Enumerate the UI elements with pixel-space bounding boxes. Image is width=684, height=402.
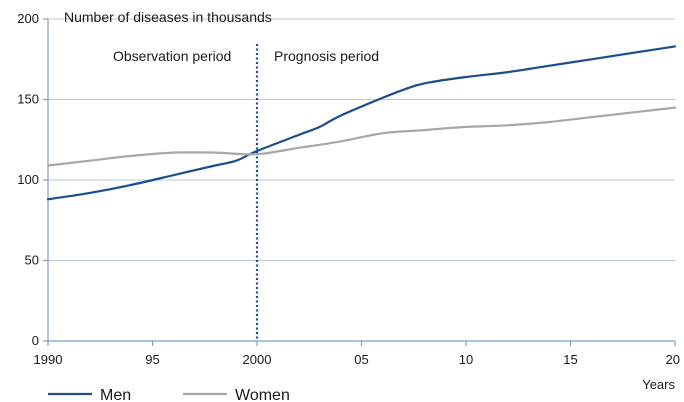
x-tick-label: 10 [459, 352, 473, 367]
series-line-men [46, 45, 677, 201]
axes [43, 18, 676, 346]
series-lines [46, 45, 677, 201]
x-tick-label: 1990 [34, 352, 63, 367]
prognosis-period-label: Prognosis period [274, 48, 379, 64]
y-tick-label: 150 [17, 92, 39, 107]
y-tick-label: 100 [17, 172, 39, 187]
series-line-women [46, 106, 677, 167]
x-tick-labels: 1990 95 2000 05 10 15 20 [34, 352, 680, 367]
x-tick-label: 95 [145, 352, 159, 367]
y-tick-labels: 0 50 100 150 200 [17, 11, 39, 348]
x-tick-label: 15 [563, 352, 577, 367]
observation-period-label: Observation period [113, 48, 231, 64]
chart-title: Number of diseases in thousands [64, 9, 272, 25]
legend-label-men: Men [100, 387, 131, 402]
y-tick-label: 0 [32, 333, 39, 348]
legend: Men Women [48, 387, 290, 402]
x-tick-label: 20 [666, 352, 680, 367]
x-axis-label: Years [642, 377, 675, 392]
x-tick-label: 05 [354, 352, 368, 367]
x-tick-label: 2000 [243, 352, 272, 367]
y-tick-label: 200 [17, 11, 39, 26]
legend-label-women: Women [235, 387, 290, 402]
y-tick-label: 50 [25, 253, 39, 268]
